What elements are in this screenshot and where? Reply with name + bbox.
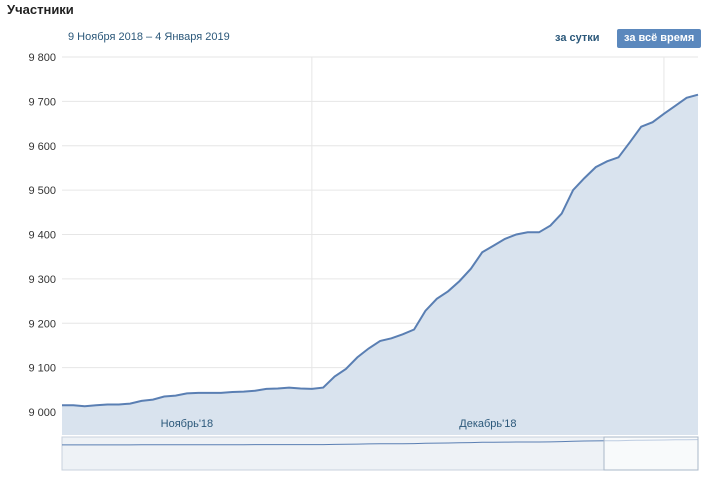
period-all-time-button[interactable]: за всё время <box>617 29 702 48</box>
data-point <box>184 391 189 396</box>
page-title: Участники <box>7 2 74 17</box>
data-point <box>343 366 348 371</box>
data-point <box>389 336 394 341</box>
data-point <box>684 95 689 100</box>
y-tick-label: 9 400 <box>28 230 56 242</box>
data-point <box>446 289 451 294</box>
data-point <box>571 188 576 193</box>
data-point <box>253 388 258 393</box>
y-tick-label: 9 000 <box>28 407 56 419</box>
data-point <box>480 250 485 255</box>
data-point <box>150 397 155 402</box>
data-point <box>264 386 269 391</box>
members-area <box>62 94 698 435</box>
data-point <box>82 404 87 409</box>
data-point <box>639 124 644 129</box>
date-range-label: 9 Ноября 2018 – 4 Января 2019 <box>68 31 230 43</box>
data-point <box>139 398 144 403</box>
data-point <box>355 355 360 360</box>
data-point <box>673 103 678 108</box>
data-point <box>627 140 632 145</box>
data-point <box>423 308 428 313</box>
data-point <box>582 176 587 181</box>
navigator-line <box>62 439 699 446</box>
data-point <box>491 243 496 248</box>
data-point <box>321 385 326 390</box>
y-tick-label: 9 600 <box>28 141 56 153</box>
navigator-window <box>603 436 699 471</box>
data-point <box>502 236 507 241</box>
data-point <box>366 346 371 351</box>
x-axis: Ноябрь'18 Декабрь'18 <box>161 418 517 430</box>
data-point <box>241 389 246 394</box>
navigator-track <box>61 436 699 471</box>
y-tick-label: 9 800 <box>28 52 56 64</box>
data-point <box>60 403 65 408</box>
data-point <box>468 266 473 271</box>
data-point <box>94 403 99 408</box>
y-tick-label: 9 300 <box>28 274 56 286</box>
members-line <box>62 93 699 408</box>
data-point <box>525 230 530 235</box>
data-point <box>661 111 666 116</box>
y-tick-label: 9 700 <box>28 96 56 108</box>
y-tick-label: 9 200 <box>28 318 56 330</box>
data-point <box>219 390 224 395</box>
data-point <box>696 92 701 97</box>
data-point <box>105 402 110 407</box>
data-point <box>230 390 235 395</box>
data-point <box>514 232 519 237</box>
data-point <box>434 296 439 301</box>
x-month-label: Ноябрь'18 <box>161 418 214 430</box>
data-point <box>400 332 405 337</box>
data-point <box>650 120 655 125</box>
data-point <box>605 159 610 164</box>
data-point <box>309 386 314 391</box>
data-point <box>559 211 564 216</box>
data-point <box>128 401 133 406</box>
data-point <box>298 386 303 391</box>
y-axis: 9 000 9 100 9 200 9 300 9 400 9 500 9 600 9 700… <box>28 52 56 419</box>
data-point <box>287 385 292 390</box>
data-point <box>548 223 553 228</box>
range-navigator[interactable] <box>61 436 699 471</box>
data-point <box>332 374 337 379</box>
period-day-button[interactable]: за сутки <box>555 32 600 44</box>
data-point <box>378 339 383 344</box>
data-point <box>616 155 621 160</box>
data-point <box>593 165 598 170</box>
data-point <box>71 403 76 408</box>
data-point <box>207 390 212 395</box>
data-point <box>116 402 121 407</box>
data-point <box>412 327 417 332</box>
y-tick-label: 9 100 <box>28 363 56 375</box>
data-point <box>196 390 201 395</box>
y-tick-label: 9 500 <box>28 185 56 197</box>
data-point <box>275 386 280 391</box>
x-month-label: Декабрь'18 <box>459 418 516 430</box>
data-point <box>537 230 542 235</box>
data-point <box>457 279 462 284</box>
data-point <box>173 393 178 398</box>
data-point <box>162 394 167 399</box>
